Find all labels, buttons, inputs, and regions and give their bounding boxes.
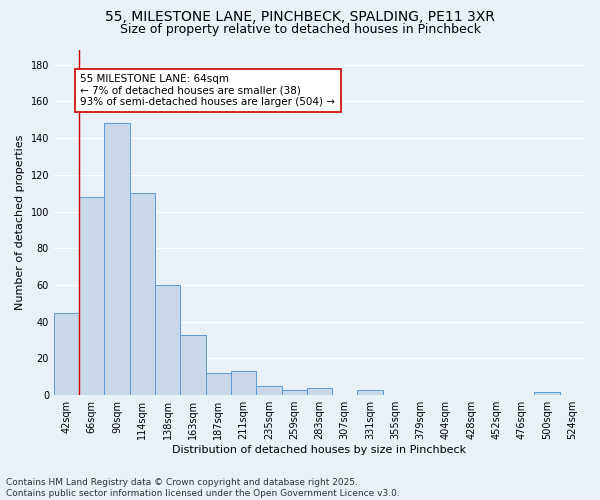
X-axis label: Distribution of detached houses by size in Pinchbeck: Distribution of detached houses by size …: [172, 445, 467, 455]
Y-axis label: Number of detached properties: Number of detached properties: [15, 135, 25, 310]
Text: 55, MILESTONE LANE, PINCHBECK, SPALDING, PE11 3XR: 55, MILESTONE LANE, PINCHBECK, SPALDING,…: [105, 10, 495, 24]
Bar: [206, 373, 231, 395]
Bar: [104, 124, 130, 395]
Bar: [535, 392, 560, 395]
Bar: [181, 334, 206, 395]
Bar: [281, 390, 307, 395]
Bar: [79, 197, 104, 395]
Bar: [307, 388, 332, 395]
Bar: [130, 193, 155, 395]
Text: 55 MILESTONE LANE: 64sqm
← 7% of detached houses are smaller (38)
93% of semi-de: 55 MILESTONE LANE: 64sqm ← 7% of detache…: [80, 74, 335, 107]
Bar: [231, 372, 256, 395]
Text: Contains HM Land Registry data © Crown copyright and database right 2025.
Contai: Contains HM Land Registry data © Crown c…: [6, 478, 400, 498]
Bar: [54, 312, 79, 395]
Bar: [358, 390, 383, 395]
Bar: [256, 386, 281, 395]
Bar: [155, 285, 181, 395]
Text: Size of property relative to detached houses in Pinchbeck: Size of property relative to detached ho…: [119, 22, 481, 36]
